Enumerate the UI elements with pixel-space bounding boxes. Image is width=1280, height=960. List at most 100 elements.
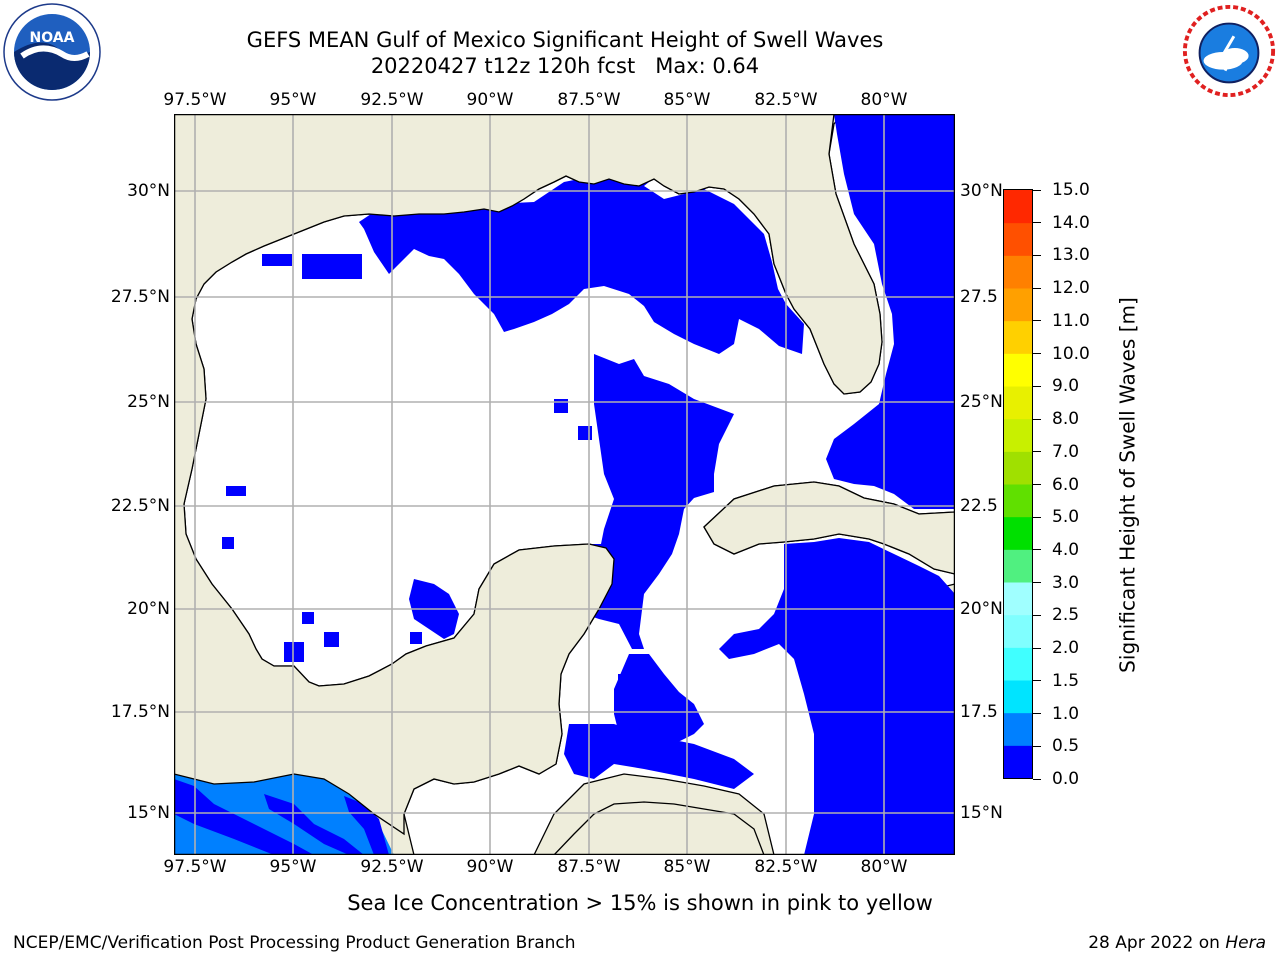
colorbar-tick-label: 10.0 bbox=[1052, 343, 1090, 364]
lon-label-top-85: 85°W bbox=[663, 90, 711, 110]
colorbar-tick-label: 6.0 bbox=[1052, 474, 1080, 495]
colorbar-tick-mark bbox=[1033, 353, 1041, 355]
lat-label-left-25: 25°N bbox=[127, 392, 170, 412]
colorbar-tick-mark bbox=[1033, 516, 1041, 518]
lon-label-bottom-95: 95°W bbox=[269, 857, 317, 877]
footer-credit: NCEP/EMC/Verification Post Processing Pr… bbox=[13, 933, 576, 953]
colorbar-tick-label: 3.0 bbox=[1052, 572, 1080, 593]
lon-label-top-95: 95°W bbox=[269, 90, 317, 110]
colorbar-block bbox=[1004, 386, 1032, 420]
lat-label-left-27_5: 27.5°N bbox=[110, 287, 170, 307]
colorbar-tick-label: 5.0 bbox=[1052, 507, 1080, 528]
chart-subtitle: 20220427 t12z 120h fcst Max: 0.64 bbox=[370, 54, 760, 78]
colorbar-block bbox=[1004, 484, 1032, 518]
colorbar-label: Significant Height of Swell Waves [m] bbox=[1115, 297, 1140, 673]
lat-label-left-17_5: 17.5°N bbox=[110, 702, 170, 722]
graticule bbox=[174, 114, 955, 855]
noaa-logo-text: NOAA bbox=[30, 30, 75, 46]
colorbar-block bbox=[1004, 712, 1032, 746]
colorbar-block bbox=[1004, 418, 1032, 452]
map-panel bbox=[174, 114, 955, 855]
colorbar-block bbox=[1004, 614, 1032, 648]
colorbar-tick-label: 11.0 bbox=[1052, 310, 1090, 331]
footer-date: 28 Apr 2022 on Hera bbox=[1088, 932, 1266, 954]
swell-field bbox=[222, 114, 955, 855]
colorbar-tick-mark bbox=[1033, 713, 1041, 715]
colorbar-tick-mark bbox=[1033, 680, 1041, 682]
lat-label-right-22_5: 22.5 bbox=[960, 496, 998, 516]
colorbar-tick-mark bbox=[1033, 287, 1041, 289]
colorbar-block bbox=[1004, 680, 1032, 714]
colorbar-tick-mark bbox=[1033, 385, 1041, 387]
footer-date-text: 28 Apr 2022 on bbox=[1088, 933, 1226, 953]
colorbar-tick-label: 0.5 bbox=[1052, 736, 1080, 757]
lat-label-right-20: 20°N bbox=[960, 599, 1003, 619]
colorbar-tick-mark bbox=[1033, 647, 1041, 649]
colorbar-tick-label: 15.0 bbox=[1052, 180, 1090, 200]
colorbar-block bbox=[1004, 190, 1032, 224]
lon-label-top-90: 90°W bbox=[466, 90, 514, 110]
lat-label-left-30: 30°N bbox=[127, 181, 170, 201]
noaa-logo: NOAA bbox=[3, 3, 101, 101]
lon-label-bottom-97_5: 97.5°W bbox=[163, 857, 227, 877]
lat-label-right-30: 30°N bbox=[960, 181, 1003, 201]
colorbar-tick-mark bbox=[1033, 418, 1041, 420]
lon-label-bottom-87_5: 87.5°W bbox=[557, 857, 621, 877]
lon-label-top-80: 80°W bbox=[860, 90, 908, 110]
lon-label-bottom-82_5: 82.5°W bbox=[754, 857, 818, 877]
chart-title: GEFS MEAN Gulf of Mexico Significant Hei… bbox=[246, 28, 884, 52]
colorbar-tick-label: 2.0 bbox=[1052, 638, 1080, 659]
lon-label-top-87_5: 87.5°W bbox=[557, 90, 621, 110]
colorbar-block bbox=[1004, 320, 1032, 354]
colorbar-tick-label: 1.0 bbox=[1052, 703, 1080, 724]
colorbar-tick-mark bbox=[1033, 451, 1041, 453]
colorbar-block bbox=[1004, 549, 1032, 583]
colorbar-tick-label: 1.5 bbox=[1052, 670, 1080, 691]
colorbar-tick-mark bbox=[1033, 189, 1041, 191]
colorbar-block bbox=[1004, 582, 1032, 616]
lon-label-bottom-85: 85°W bbox=[663, 857, 711, 877]
colorbar-tick-label: 4.0 bbox=[1052, 539, 1080, 560]
swell-field-low-pacific bbox=[174, 779, 389, 855]
lat-label-left-20: 20°N bbox=[127, 599, 170, 619]
colorbar-block bbox=[1004, 647, 1032, 681]
colorbar-tick-mark bbox=[1033, 582, 1041, 584]
colorbar-tick-mark bbox=[1033, 222, 1041, 224]
colorbar-block bbox=[1004, 222, 1032, 256]
colorbar-tick-label: 12.0 bbox=[1052, 278, 1090, 299]
colorbar-block bbox=[1004, 745, 1032, 778]
lon-label-bottom-80: 80°W bbox=[860, 857, 908, 877]
footer-host: Hera bbox=[1225, 933, 1266, 953]
lon-label-top-82_5: 82.5°W bbox=[754, 90, 818, 110]
colorbar-block bbox=[1004, 451, 1032, 485]
nws-logo bbox=[1181, 3, 1277, 99]
colorbar-tick-mark bbox=[1033, 549, 1041, 551]
lat-label-right-27_5: 27.5 bbox=[960, 287, 998, 307]
sea-ice-note: Sea Ice Concentration > 15% is shown in … bbox=[347, 891, 933, 915]
lon-label-bottom-90: 90°W bbox=[466, 857, 514, 877]
colorbar-tick-label: 14.0 bbox=[1052, 212, 1090, 233]
colorbar-tick-mark bbox=[1033, 614, 1041, 616]
colorbar-block bbox=[1004, 288, 1032, 322]
colorbar-tick-mark bbox=[1033, 254, 1041, 256]
lat-label-right-25: 25°N bbox=[960, 392, 1003, 412]
lat-label-right-15: 15°N bbox=[960, 803, 1003, 823]
lat-label-right-17_5: 17.5 bbox=[960, 702, 998, 722]
colorbar-block bbox=[1004, 255, 1032, 289]
lon-label-top-97_5: 97.5°W bbox=[163, 90, 227, 110]
colorbar-tick-mark bbox=[1033, 320, 1041, 322]
lat-label-left-22_5: 22.5°N bbox=[110, 496, 170, 516]
colorbar-tick-mark bbox=[1033, 745, 1041, 747]
colorbar-tick-label: 8.0 bbox=[1052, 409, 1080, 430]
colorbar-tick-label: 2.5 bbox=[1052, 605, 1080, 626]
map-frame bbox=[174, 114, 955, 855]
colorbar-block bbox=[1004, 516, 1032, 550]
lon-label-top-92_5: 92.5°W bbox=[360, 90, 424, 110]
colorbar-gradient bbox=[1004, 190, 1032, 778]
lon-label-bottom-92_5: 92.5°W bbox=[360, 857, 424, 877]
colorbar-tick-mark bbox=[1033, 484, 1041, 485]
colorbar-block bbox=[1004, 353, 1032, 387]
colorbar-tick-label: 0.0 bbox=[1052, 769, 1080, 789]
colorbar-tick-mark bbox=[1033, 778, 1041, 780]
colorbar-tick-label: 13.0 bbox=[1052, 245, 1090, 266]
